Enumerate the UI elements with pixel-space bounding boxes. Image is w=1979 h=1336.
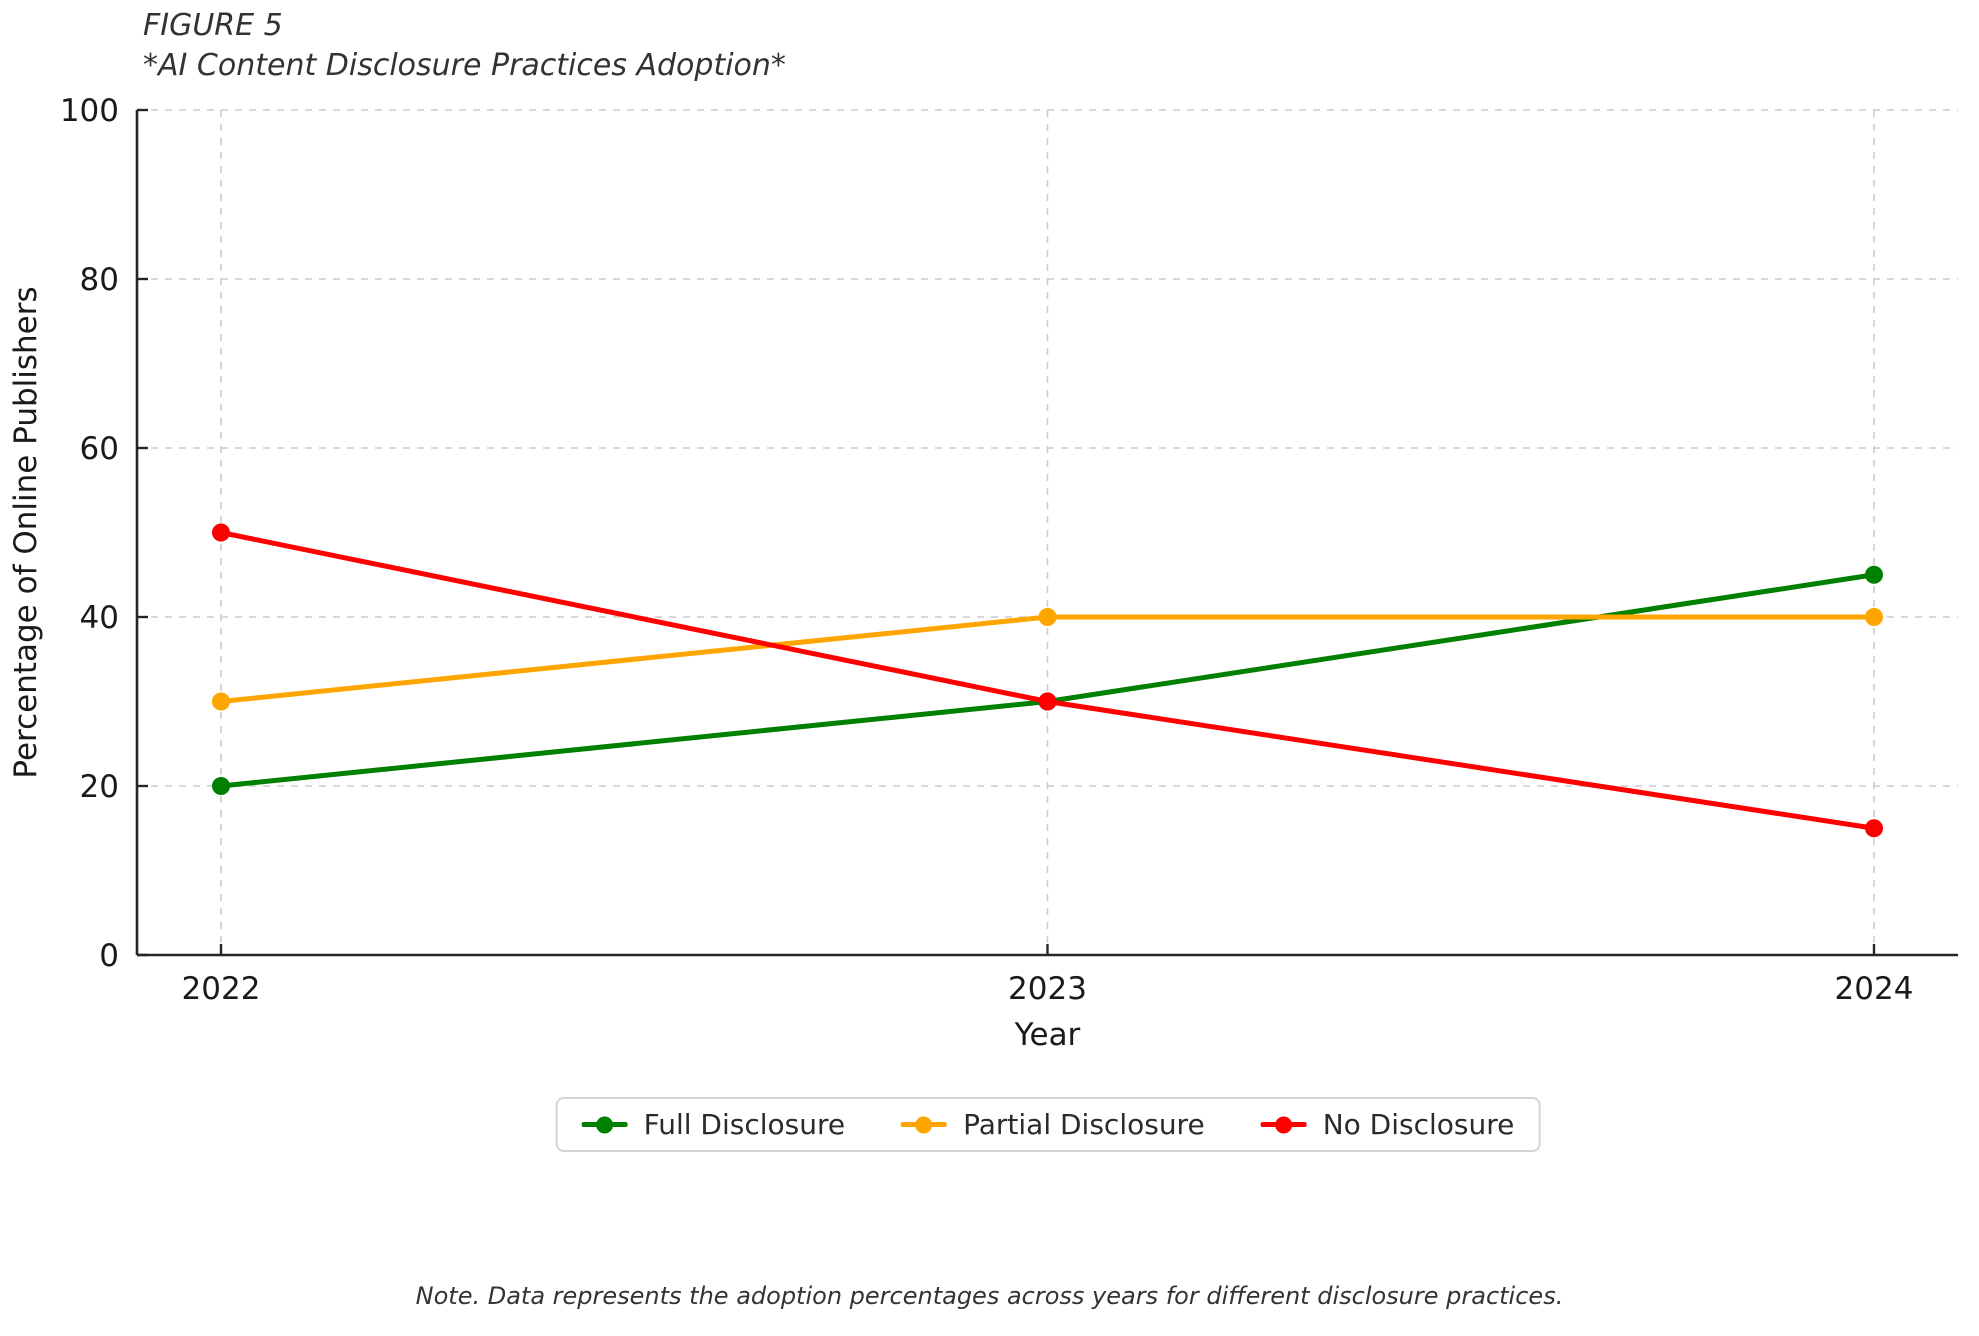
chart-title-block: FIGURE 5 *AI Content Disclosure Practice… [143,6,786,86]
legend-item-no-disclosure: No Disclosure [1260,1108,1515,1141]
x-tick-label: 2023 [1008,971,1087,1007]
data-point-partial-disclosure [212,692,230,711]
legend-item-partial-disclosure: Partial Disclosure [901,1108,1205,1141]
data-point-full-disclosure [212,777,230,795]
y-tick-label: 80 [80,262,119,298]
y-axis-label: Percentage of Online Publishers [8,286,44,778]
legend-marker-partial-disclosure [901,1116,948,1133]
y-tick-label: 100 [60,93,119,129]
legend-marker-dot [1275,1116,1293,1133]
data-point-no-disclosure [212,523,230,542]
x-tick-label: 2022 [182,971,261,1007]
legend: Full Disclosure Partial Disclosure No Disc… [555,1097,1541,1152]
legend-label: Full Disclosure [643,1108,846,1141]
legend-marker-dot [596,1116,614,1133]
footnote: Note. Data represents the adoption perce… [415,1282,1564,1310]
legend-marker-no-disclosure [1260,1116,1307,1133]
chart-title: *AI Content Disclosure Practices Adoptio… [143,47,786,83]
legend-item-full-disclosure: Full Disclosure [581,1108,846,1141]
legend-label: Partial Disclosure [963,1108,1205,1141]
figure-label: FIGURE 5 [143,8,283,43]
y-tick-label: 40 [80,600,119,636]
y-tick-label: 20 [80,769,119,805]
legend-marker-full-disclosure [581,1116,628,1133]
y-tick-label: 60 [80,431,119,467]
data-point-partial-disclosure [1865,608,1883,626]
data-point-no-disclosure [1038,692,1057,711]
legend-marker-dot [915,1116,933,1133]
legend-label: No Disclosure [1322,1108,1515,1141]
line-chart-canvas: 0 20 40 60 80 100 2022 2023 2024 Year Percentage o… [8,93,1958,1053]
x-axis-label: Year [1014,1017,1081,1053]
y-tick-label: 0 [99,938,119,974]
x-tick-label: 2024 [1835,971,1914,1007]
data-point-partial-disclosure [1038,608,1057,626]
data-point-full-disclosure [1865,565,1883,584]
data-point-no-disclosure [1865,819,1883,838]
